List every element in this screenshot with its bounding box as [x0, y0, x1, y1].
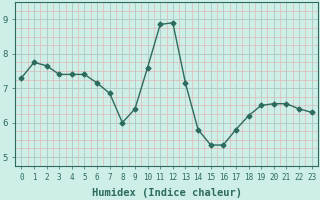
X-axis label: Humidex (Indice chaleur): Humidex (Indice chaleur) [92, 188, 242, 198]
